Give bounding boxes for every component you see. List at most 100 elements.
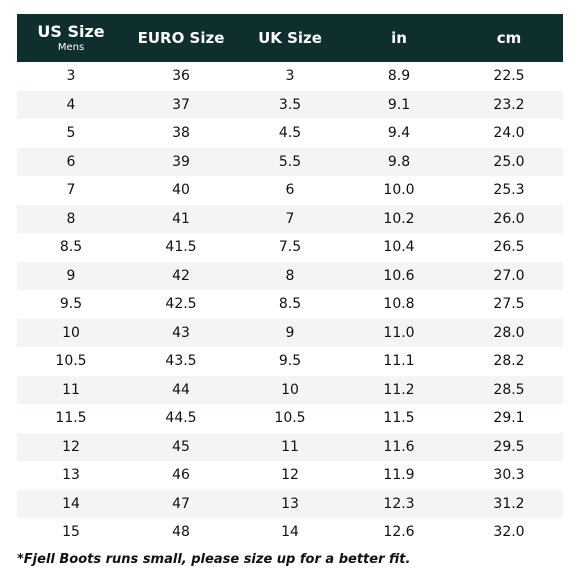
cell-uk-size: 8 xyxy=(285,267,295,284)
cell-inches: 10.0 xyxy=(383,182,415,199)
cell-us-size: 9 xyxy=(66,267,76,284)
table-row: 9.5 42.5 8.5 10.8 27.5 xyxy=(17,290,563,319)
cell-centimeters: 23.2 xyxy=(493,96,525,113)
cell-euro-size: 40 xyxy=(172,182,190,199)
cell-us-size: 8 xyxy=(66,210,76,227)
cell-centimeters: 24.0 xyxy=(493,125,525,142)
cell-uk-size: 5.5 xyxy=(278,153,302,170)
cell-inches: 11.5 xyxy=(383,410,415,427)
cell-us-size: 10 xyxy=(62,324,80,341)
cell-euro-size: 41.5 xyxy=(165,239,197,256)
cell-inches: 11.1 xyxy=(383,353,415,370)
cell-us-size: 7 xyxy=(66,182,76,199)
cell-uk-size: 6 xyxy=(285,182,295,199)
header-us-size: US Size Mens xyxy=(17,14,125,62)
cell-us-size: 14 xyxy=(62,495,80,512)
cell-euro-size: 36 xyxy=(172,68,190,85)
header-us-size-sublabel: Mens xyxy=(57,41,85,53)
header-uk-size-label: UK Size xyxy=(258,29,322,47)
cell-centimeters: 28.5 xyxy=(493,381,525,398)
table-row: 8 41 7 10.2 26.0 xyxy=(17,204,563,233)
cell-euro-size: 38 xyxy=(172,125,190,142)
cell-inches: 10.2 xyxy=(383,210,415,227)
cell-uk-size: 9 xyxy=(285,324,295,341)
cell-us-size: 8.5 xyxy=(59,239,83,256)
cell-euro-size: 46 xyxy=(172,467,190,484)
table-row: 6 39 5.5 9.8 25.0 xyxy=(17,147,563,176)
cell-centimeters: 31.2 xyxy=(493,495,525,512)
cell-centimeters: 28.0 xyxy=(493,324,525,341)
cell-us-size: 4 xyxy=(66,96,76,113)
cell-uk-size: 10.5 xyxy=(274,410,306,427)
cell-centimeters: 22.5 xyxy=(493,68,525,85)
cell-uk-size: 4.5 xyxy=(278,125,302,142)
table-row: 7 40 6 10.0 25.3 xyxy=(17,176,563,205)
cell-us-size: 9.5 xyxy=(59,296,83,313)
cell-euro-size: 43.5 xyxy=(165,353,197,370)
table-row: 8.5 41.5 7.5 10.4 26.5 xyxy=(17,233,563,262)
cell-us-size: 6 xyxy=(66,153,76,170)
cell-inches: 9.1 xyxy=(387,96,411,113)
cell-uk-size: 13 xyxy=(281,495,299,512)
table-row: 14 47 13 12.3 31.2 xyxy=(17,489,563,518)
cell-us-size: 10.5 xyxy=(55,353,87,370)
cell-inches: 12.6 xyxy=(383,524,415,541)
cell-uk-size: 9.5 xyxy=(278,353,302,370)
header-inches-label: in xyxy=(391,29,407,47)
table-row: 10.5 43.5 9.5 11.1 28.2 xyxy=(17,347,563,376)
cell-centimeters: 25.3 xyxy=(493,182,525,199)
cell-inches: 8.9 xyxy=(387,68,411,85)
cell-uk-size: 8.5 xyxy=(278,296,302,313)
table-row: 11.5 44.5 10.5 11.5 29.1 xyxy=(17,404,563,433)
header-euro-size-label: EURO Size xyxy=(137,29,225,47)
table-row: 5 38 4.5 9.4 24.0 xyxy=(17,119,563,148)
cell-euro-size: 42 xyxy=(172,267,190,284)
cell-us-size: 11.5 xyxy=(55,410,87,427)
table-body: 3 36 3 8.9 22.5 4 37 3.5 9.1 23.2 5 38 4.5 9.4 24.0 6 39… xyxy=(17,62,563,547)
cell-centimeters: 30.3 xyxy=(493,467,525,484)
cell-inches: 9.8 xyxy=(387,153,411,170)
cell-euro-size: 43 xyxy=(172,324,190,341)
cell-centimeters: 28.2 xyxy=(493,353,525,370)
header-centimeters: cm xyxy=(455,14,563,62)
size-chart-table: US Size Mens EURO Size UK Size in cm 3 36… xyxy=(17,14,563,547)
cell-euro-size: 41 xyxy=(172,210,190,227)
cell-uk-size: 12 xyxy=(281,467,299,484)
cell-inches: 12.3 xyxy=(383,495,415,512)
cell-inches: 10.8 xyxy=(383,296,415,313)
cell-us-size: 11 xyxy=(62,381,80,398)
table-row: 11 44 10 11.2 28.5 xyxy=(17,375,563,404)
table-row: 15 48 14 12.6 32.0 xyxy=(17,518,563,547)
table-row: 10 43 9 11.0 28.0 xyxy=(17,318,563,347)
cell-inches: 10.4 xyxy=(383,239,415,256)
cell-inches: 11.9 xyxy=(383,467,415,484)
cell-inches: 10.6 xyxy=(383,267,415,284)
table-row: 9 42 8 10.6 27.0 xyxy=(17,261,563,290)
table-row: 3 36 3 8.9 22.5 xyxy=(17,62,563,91)
cell-uk-size: 3.5 xyxy=(278,96,302,113)
cell-uk-size: 7.5 xyxy=(278,239,302,256)
cell-euro-size: 48 xyxy=(172,524,190,541)
cell-uk-size: 7 xyxy=(285,210,295,227)
cell-euro-size: 44.5 xyxy=(165,410,197,427)
cell-centimeters: 25.0 xyxy=(493,153,525,170)
cell-centimeters: 27.0 xyxy=(493,267,525,284)
cell-us-size: 15 xyxy=(62,524,80,541)
table-header: US Size Mens EURO Size UK Size in cm xyxy=(17,14,563,62)
cell-uk-size: 3 xyxy=(285,68,295,85)
cell-euro-size: 37 xyxy=(172,96,190,113)
cell-euro-size: 39 xyxy=(172,153,190,170)
cell-centimeters: 26.5 xyxy=(493,239,525,256)
cell-centimeters: 26.0 xyxy=(493,210,525,227)
cell-inches: 9.4 xyxy=(387,125,411,142)
cell-inches: 11.6 xyxy=(383,438,415,455)
cell-us-size: 12 xyxy=(62,438,80,455)
cell-centimeters: 29.1 xyxy=(493,410,525,427)
cell-euro-size: 45 xyxy=(172,438,190,455)
cell-centimeters: 27.5 xyxy=(493,296,525,313)
header-centimeters-label: cm xyxy=(496,29,522,47)
cell-inches: 11.0 xyxy=(383,324,415,341)
cell-centimeters: 32.0 xyxy=(493,524,525,541)
cell-euro-size: 44 xyxy=(172,381,190,398)
cell-uk-size: 11 xyxy=(281,438,299,455)
